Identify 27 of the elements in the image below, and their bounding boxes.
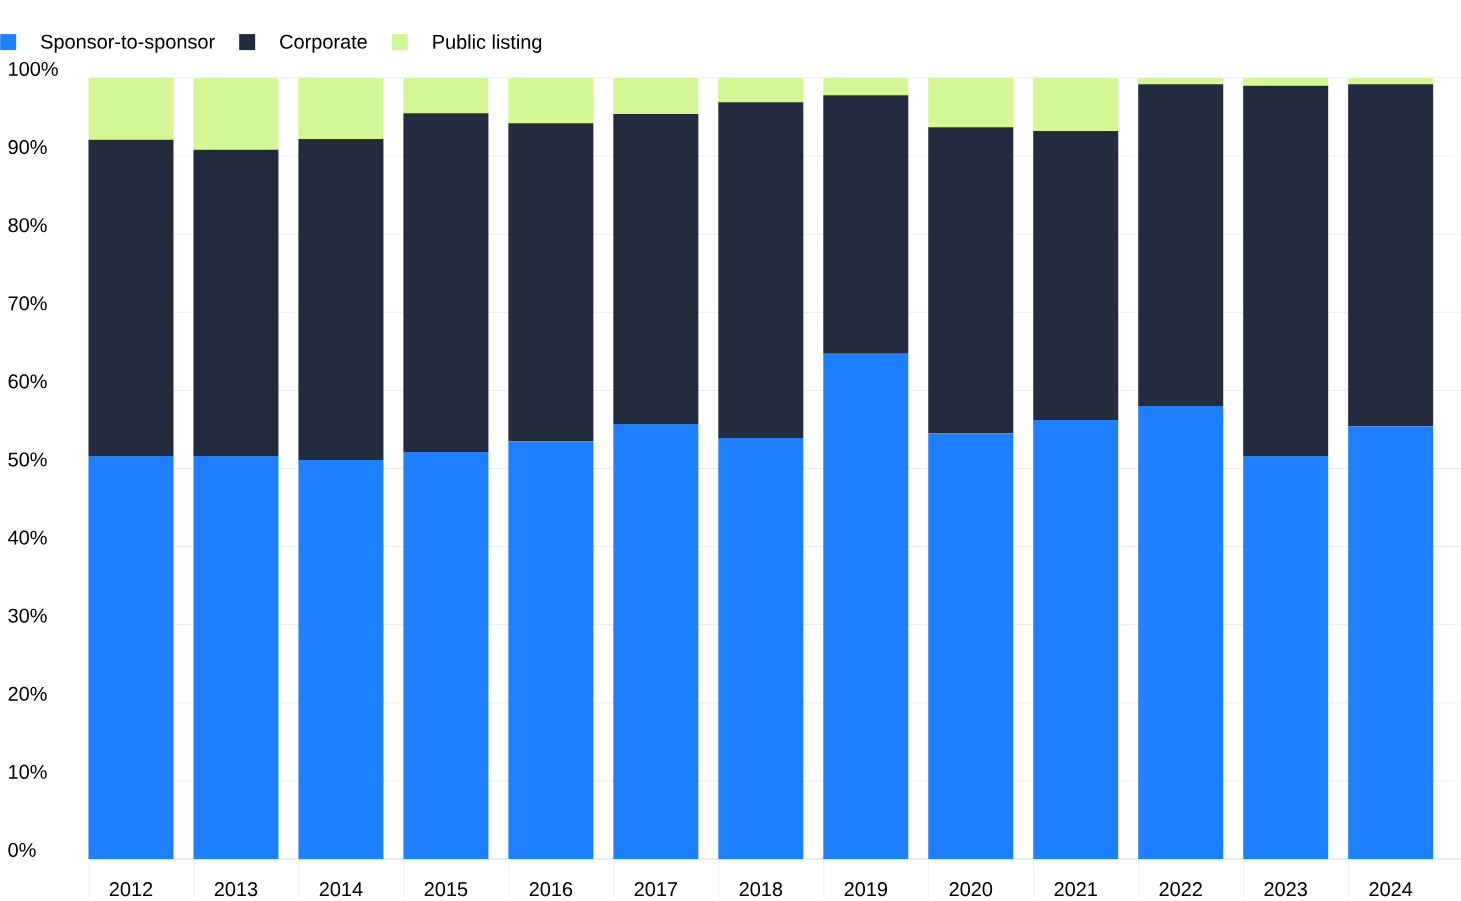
y-tick-label: 50% (8, 452, 47, 467)
legend-label: Sponsor-to-sponsor (41, 34, 215, 53)
x-tick-label: 2020 (949, 882, 993, 897)
x-tick-label: 2016 (529, 882, 573, 897)
y-tick-label: 60% (8, 374, 47, 389)
y-tick-label: 10% (9, 764, 47, 779)
x-tick-label: 2019 (844, 882, 888, 897)
y-tick-label: 40% (8, 530, 47, 545)
x-tick-label: 2015 (424, 882, 468, 897)
y-tick-label: 80% (8, 218, 47, 233)
y-tick-label: 0% (8, 842, 36, 858)
x-tick-label: 2012 (109, 882, 153, 897)
y-tick-label: 70% (8, 296, 47, 311)
x-tick-label: 2013 (214, 882, 258, 897)
x-tick-label: 2023 (1264, 882, 1307, 897)
y-tick-label: 100% (9, 61, 58, 77)
y-tick-label: 20% (8, 686, 47, 701)
y-tick-label: 30% (8, 608, 47, 623)
legend-label: Public listing (433, 34, 542, 53)
x-tick-label: 2017 (634, 882, 677, 897)
x-tick-label: 2022 (1159, 882, 1202, 897)
x-tick-label: 2021 (1054, 882, 1097, 897)
y-tick-label: 90% (8, 140, 47, 155)
legend-label: Corporate (280, 34, 367, 53)
x-tick-label: 2018 (739, 882, 783, 897)
x-tick-label: 2014 (319, 882, 363, 897)
x-tick-label: 2024 (1369, 882, 1413, 897)
